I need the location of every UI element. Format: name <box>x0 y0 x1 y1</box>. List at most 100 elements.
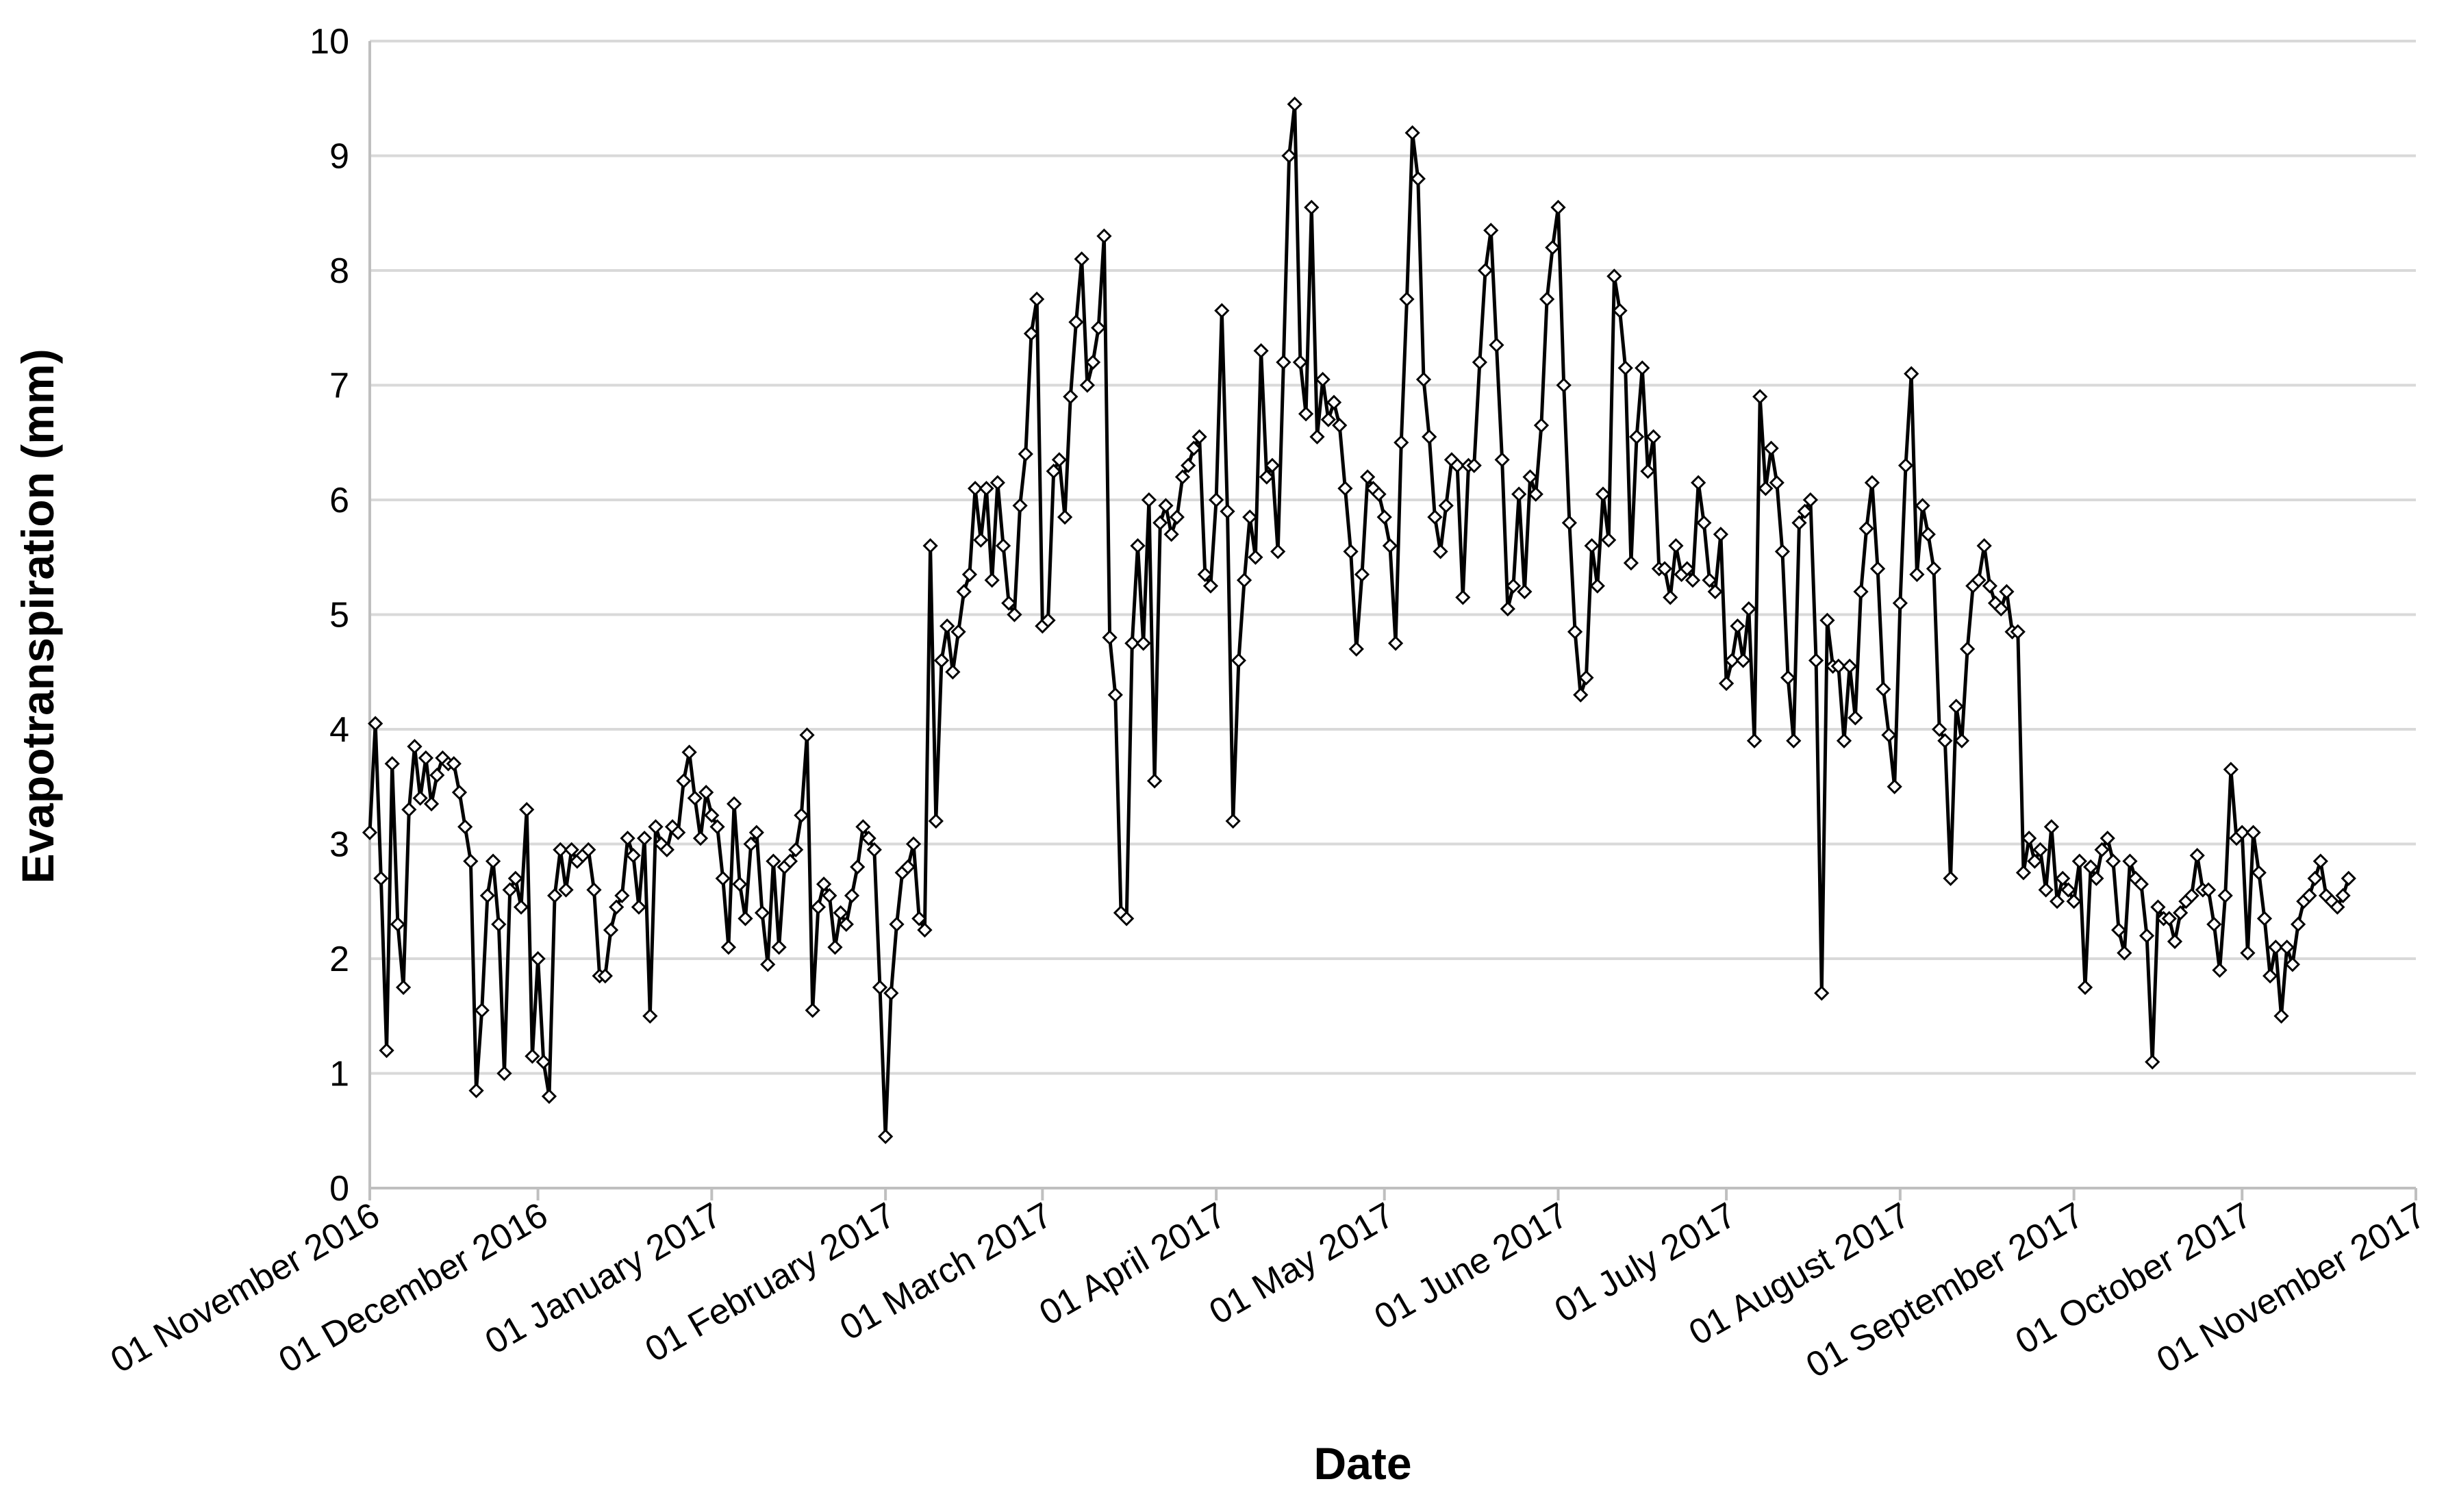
data-point <box>1814 985 1830 1001</box>
data-point <box>1298 406 1314 422</box>
data-point <box>1786 733 1802 748</box>
data-point <box>917 922 933 938</box>
data-point <box>1937 733 1953 748</box>
data-point <box>379 1042 394 1059</box>
data-point <box>844 887 860 903</box>
data-point <box>1612 303 1628 318</box>
data-point <box>2021 831 2037 846</box>
data-point <box>1466 457 1482 473</box>
data-point <box>1427 509 1443 525</box>
data-point <box>1158 498 1174 514</box>
data-point <box>631 899 647 915</box>
data-point <box>2184 887 2199 903</box>
data-point <box>1696 515 1712 531</box>
y-tick-label: 9 <box>329 137 349 177</box>
data-point <box>507 870 523 886</box>
data-point <box>368 716 383 731</box>
data-point <box>1422 429 1437 444</box>
data-point <box>2173 905 2189 921</box>
data-point <box>1635 360 1650 376</box>
data-point <box>1500 601 1515 617</box>
data-point <box>1926 561 1942 577</box>
data-point <box>1415 372 1432 388</box>
data-point <box>395 979 412 995</box>
data-point <box>1584 538 1600 554</box>
data-point <box>1281 148 1297 164</box>
y-tick-label: 2 <box>329 940 349 979</box>
data-point <box>1550 199 1566 215</box>
data-point <box>771 940 787 955</box>
data-point <box>1606 268 1622 284</box>
data-point <box>799 727 815 743</box>
data-point <box>2251 865 2267 881</box>
data-point <box>1309 429 1325 444</box>
data-point <box>1410 171 1426 187</box>
data-point <box>732 877 748 892</box>
data-point <box>513 899 529 915</box>
data-point <box>1264 457 1281 473</box>
data-point <box>1993 601 2009 617</box>
data-point <box>1735 653 1751 668</box>
data-point <box>1887 779 1902 794</box>
data-point <box>541 1088 557 1105</box>
data-point <box>1920 527 1936 542</box>
data-point <box>384 756 400 772</box>
data-point <box>407 739 423 755</box>
data-point <box>1040 612 1056 628</box>
data-point <box>1707 583 1723 600</box>
data-point <box>1354 566 1370 582</box>
data-point <box>2145 1054 2160 1070</box>
data-point <box>1702 572 1717 588</box>
data-point <box>2055 870 2071 886</box>
data-point <box>2083 859 2099 875</box>
data-point <box>1124 635 1140 651</box>
data-point <box>1046 464 1061 479</box>
data-point <box>1135 635 1151 651</box>
data-point <box>2240 945 2256 961</box>
data-point <box>1869 561 1886 577</box>
data-point <box>373 870 389 886</box>
data-point <box>2256 911 2273 927</box>
data-point <box>788 842 804 857</box>
data-point <box>1063 389 1079 405</box>
data-point <box>1718 675 1735 692</box>
data-point <box>535 1054 551 1070</box>
data-point <box>1477 262 1493 279</box>
data-point <box>547 887 563 903</box>
data-point <box>479 887 496 903</box>
data-point <box>586 882 602 898</box>
data-point <box>2139 928 2155 944</box>
data-point <box>1976 538 1992 554</box>
data-point <box>564 842 579 857</box>
data-point <box>2245 824 2261 840</box>
data-point <box>1533 418 1550 433</box>
data-point <box>1360 469 1376 485</box>
data-point <box>2200 882 2217 898</box>
data-point <box>1999 583 2015 600</box>
data-point <box>1242 509 1258 525</box>
data-point <box>984 572 1000 588</box>
data-point <box>1494 452 1510 468</box>
data-point <box>2335 887 2351 903</box>
data-point <box>457 819 473 835</box>
data-point <box>581 842 596 857</box>
data-point <box>525 1048 540 1064</box>
data-point <box>1741 601 1756 617</box>
data-point <box>2279 940 2295 955</box>
data-point <box>883 985 899 1001</box>
data-point <box>766 853 781 869</box>
data-point <box>1528 486 1543 502</box>
data-point <box>1539 291 1555 307</box>
data-point <box>1774 544 1791 559</box>
y-tick-labels: 0 1 2 3 4 5 6 7 8 9 10 <box>310 22 349 1209</box>
data-point <box>1394 435 1409 451</box>
y-tick-label: 3 <box>329 825 349 865</box>
data-point <box>1730 618 1745 634</box>
data-point <box>401 802 417 818</box>
data-point <box>1220 503 1235 519</box>
data-point <box>1897 457 1914 473</box>
data-point <box>670 824 686 840</box>
data-point <box>911 911 927 927</box>
data-point <box>2010 624 2026 640</box>
